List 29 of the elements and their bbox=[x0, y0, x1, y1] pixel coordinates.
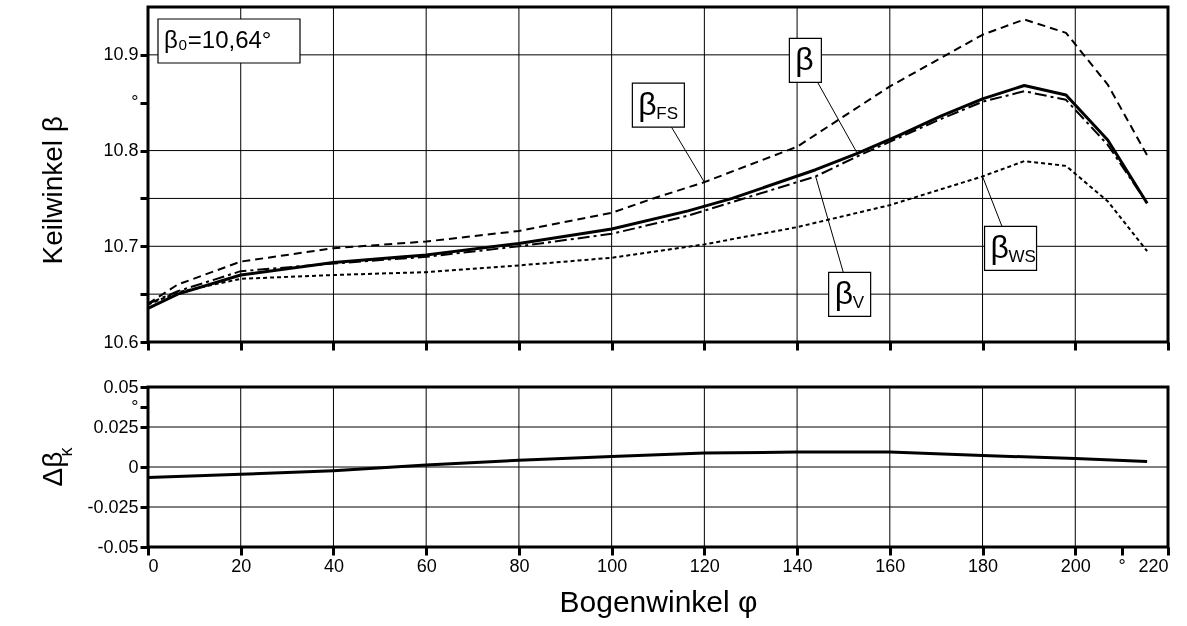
y-tick-label: 0.05 bbox=[103, 376, 139, 397]
x-tick-label: 60 bbox=[416, 555, 437, 576]
x-tick-label: 80 bbox=[509, 555, 530, 576]
y-tick-label: 10.8 bbox=[103, 140, 139, 161]
y-tick-label: 10.7 bbox=[103, 235, 139, 256]
y-tick-label: ° bbox=[131, 92, 139, 113]
y-axis-title: Keilwinkel β bbox=[37, 116, 68, 265]
x-tick-label: 220 bbox=[1138, 555, 1169, 576]
x-tick-label: ° bbox=[1118, 555, 1126, 576]
y-tick-label: 0.025 bbox=[93, 416, 139, 437]
x-tick-label: 20 bbox=[231, 555, 252, 576]
x-axis-title: Bogenwinkel φ bbox=[559, 584, 758, 618]
text: β bbox=[795, 41, 814, 78]
x-tick-label: 140 bbox=[782, 555, 813, 576]
annotation: β₀=10,64° bbox=[164, 26, 272, 53]
x-tick-label: 120 bbox=[689, 555, 720, 576]
x-tick-label: 0 bbox=[148, 555, 159, 576]
x-tick-label: 160 bbox=[875, 555, 906, 576]
y-tick-label: -0.025 bbox=[87, 496, 139, 517]
y-tick-label: ° bbox=[131, 396, 139, 417]
y-tick-label: 10.6 bbox=[103, 331, 139, 352]
x-tick-label: 100 bbox=[597, 555, 628, 576]
y-tick-label: 10.9 bbox=[103, 44, 139, 65]
x-tick-label: 40 bbox=[323, 555, 344, 576]
y-tick-label: 0 bbox=[128, 456, 139, 477]
y-axis-title: Δβκ bbox=[37, 446, 76, 487]
x-tick-label: 180 bbox=[968, 555, 999, 576]
y-tick-label: -0.05 bbox=[97, 536, 139, 557]
x-tick-label: 200 bbox=[1060, 555, 1091, 576]
